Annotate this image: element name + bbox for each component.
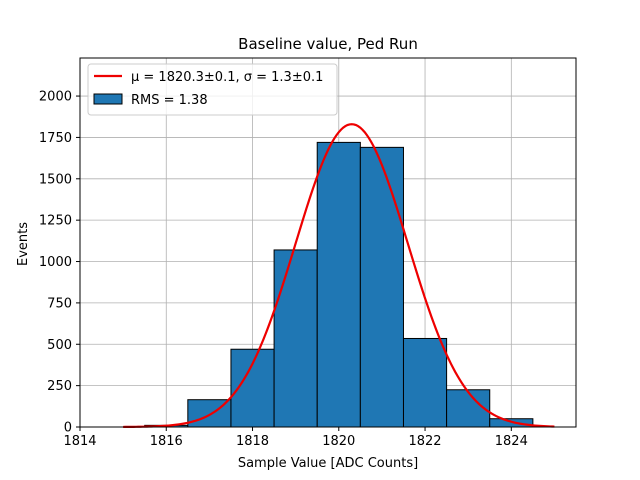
- y-tick-label: 1250: [39, 214, 72, 229]
- histogram-bar: [316, 141, 361, 428]
- histogram-bar: [402, 337, 448, 428]
- y-tick-label: 750: [47, 296, 72, 311]
- plot-area-frame: [79, 57, 577, 428]
- x-tick-label: 1818: [236, 434, 269, 449]
- y-tick-label: 1750: [39, 131, 72, 146]
- gaussian-fit-curve: [123, 123, 555, 429]
- x-tick-label: 1822: [408, 434, 441, 449]
- y-tick-label: 250: [47, 379, 72, 394]
- x-tick-label: 1824: [495, 434, 528, 449]
- x-axis-ticks: 1814 1816 1818 1820 1822 1824: [63, 427, 528, 449]
- legend: μ = 1820.3±0.1, σ = 1.3±0.1 RMS = 1.38: [87, 63, 338, 116]
- x-tick-label: 1814: [63, 434, 96, 449]
- x-tick-label: 1816: [150, 434, 183, 449]
- x-axis-label: Sample Value [ADC Counts]: [238, 456, 418, 471]
- histogram-bar: [273, 249, 318, 428]
- legend-box: [87, 63, 338, 116]
- legend-label-rms: RMS = 1.38: [131, 93, 208, 108]
- y-tick-label: 1000: [39, 255, 72, 270]
- x-tick-label: 1820: [322, 434, 355, 449]
- legend-label-fit: μ = 1820.3±0.1, σ = 1.3±0.1: [131, 70, 323, 85]
- y-axis-ticks: 0 250 500 750 1000 1250 1500 1750 2000: [39, 90, 80, 436]
- y-tick-label: 2000: [39, 90, 72, 105]
- legend-patch-swatch: [93, 93, 123, 105]
- y-tick-label: 0: [64, 421, 72, 436]
- chart-title: Baseline value, Ped Run: [238, 35, 418, 53]
- y-axis-label: Events: [16, 222, 31, 266]
- y-tick-label: 500: [47, 338, 72, 353]
- y-tick-label: 1500: [39, 172, 72, 187]
- histogram-bar: [359, 146, 404, 428]
